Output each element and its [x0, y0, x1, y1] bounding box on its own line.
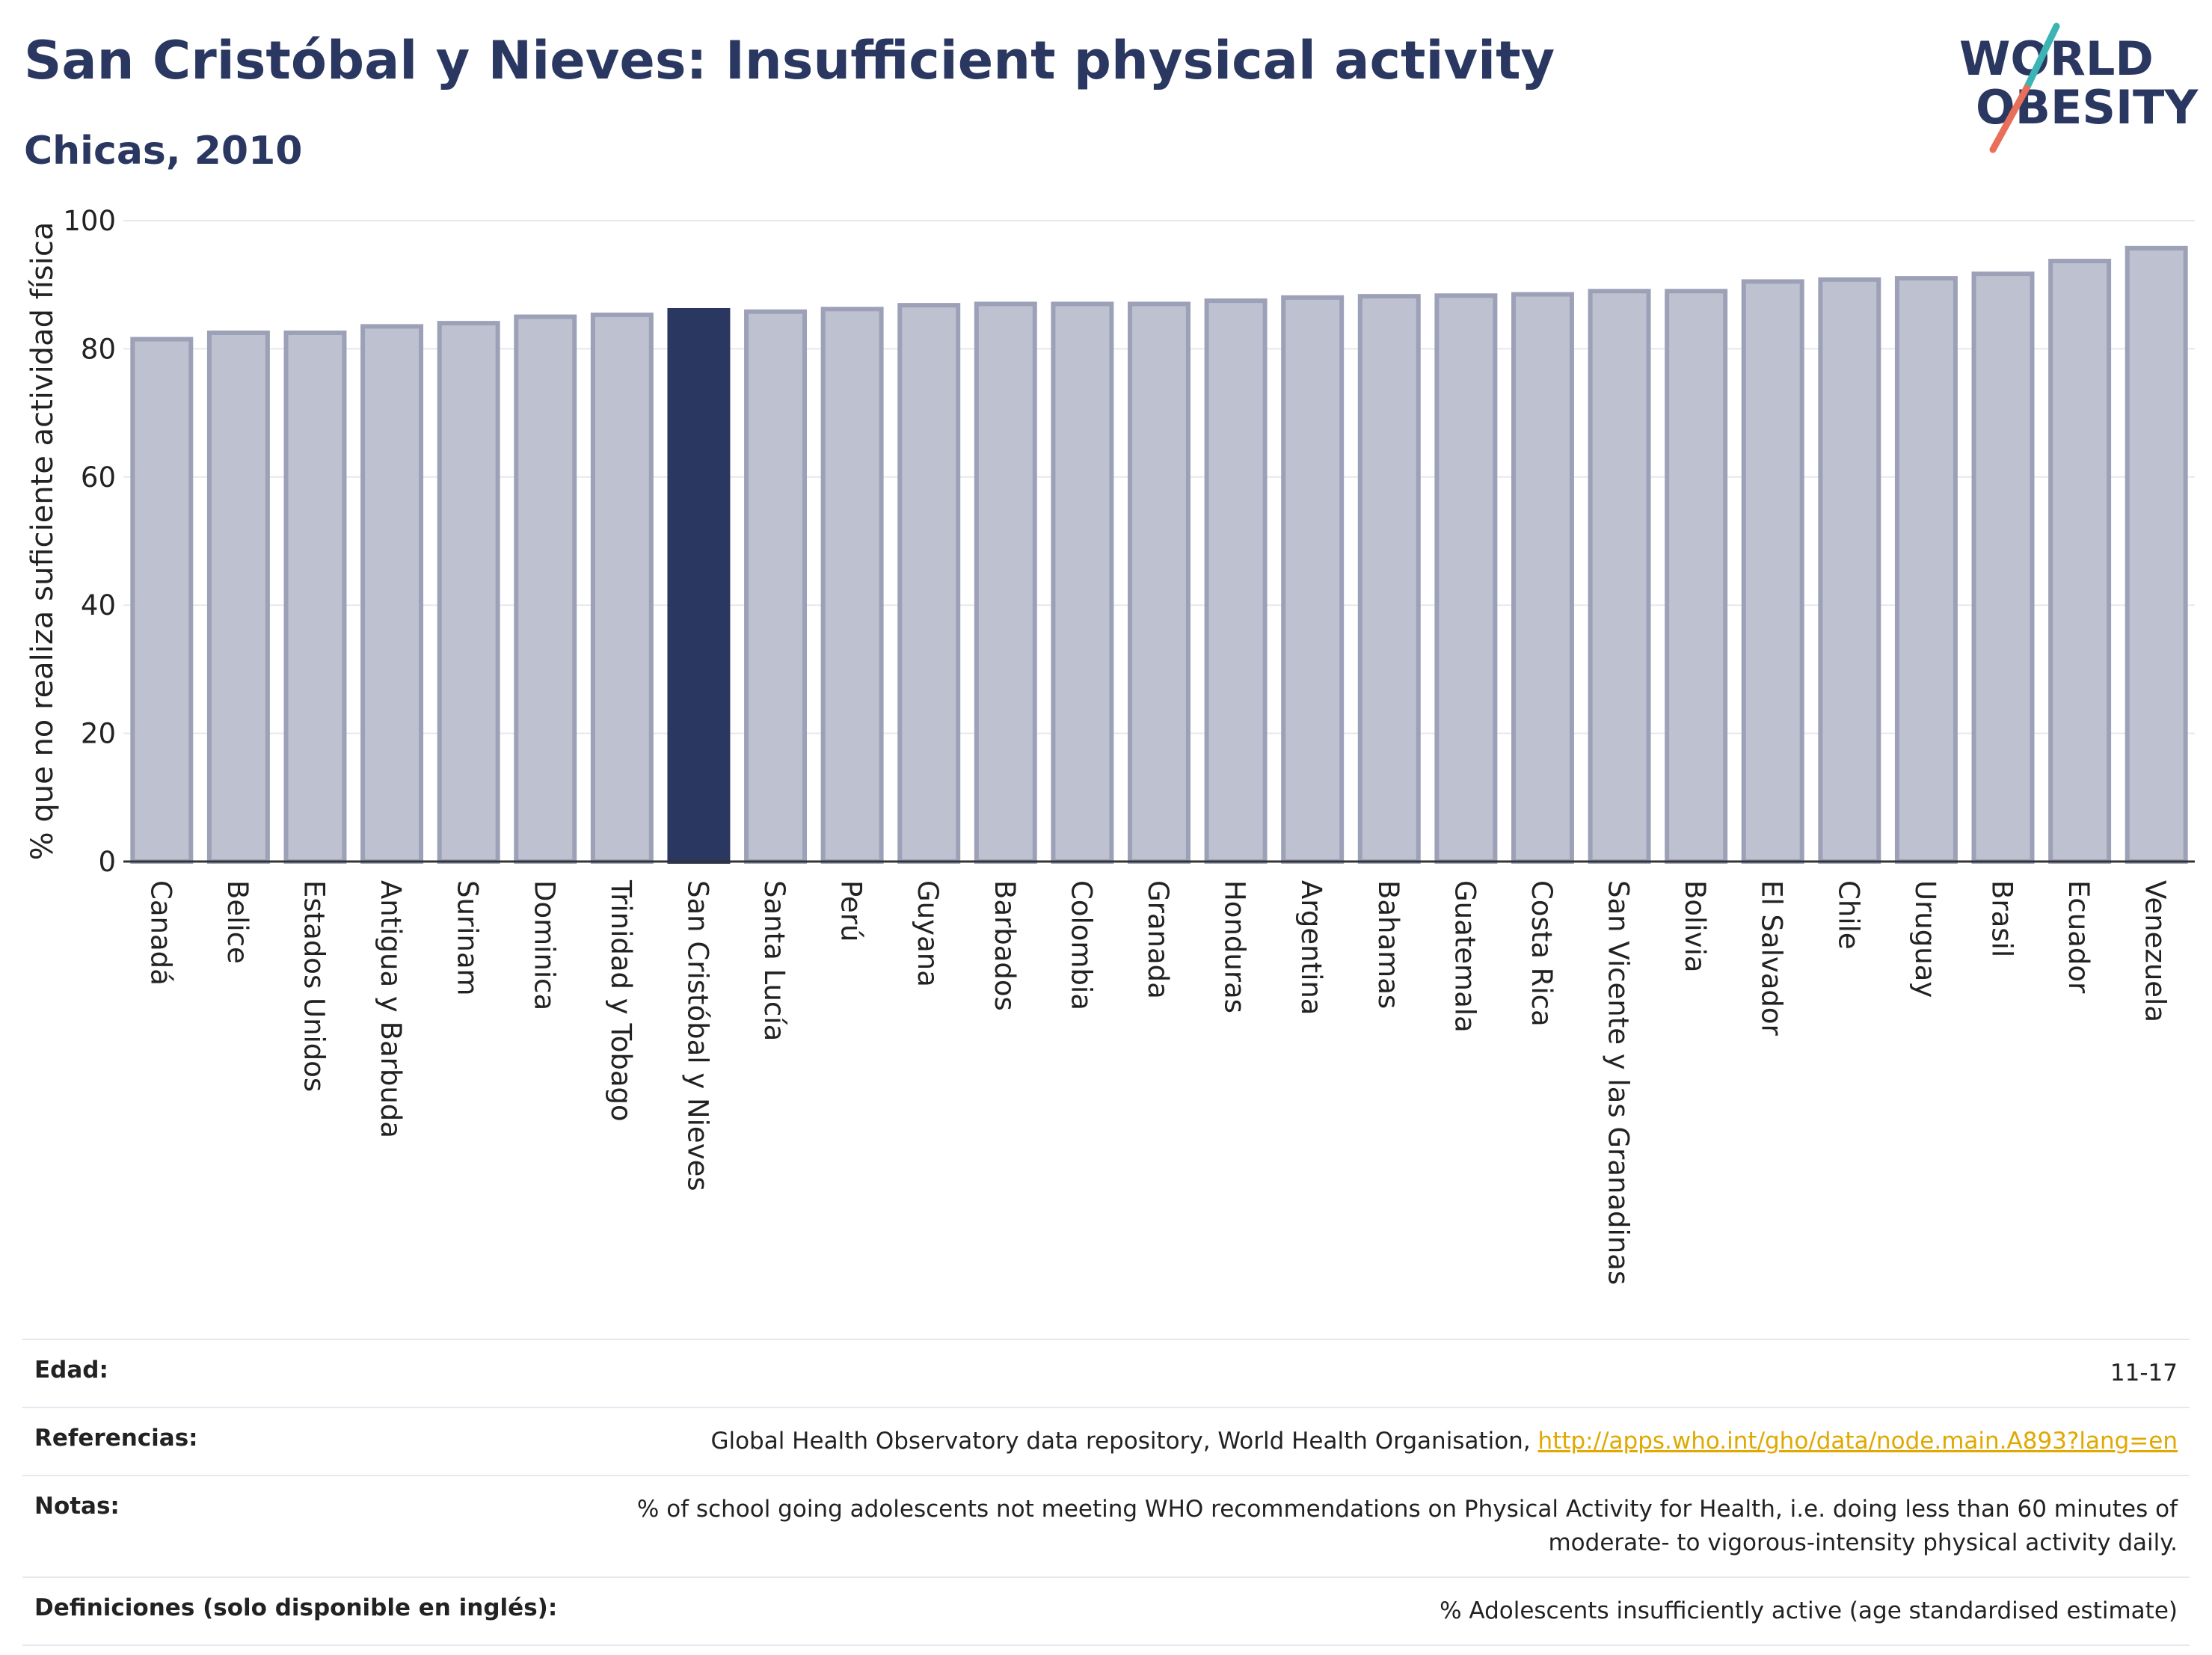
x-tick-label: Honduras	[1219, 880, 1251, 1013]
x-tick-label: Guyana	[912, 880, 944, 987]
y-tick-label: 60	[81, 461, 116, 494]
y-tick-label: 20	[81, 718, 116, 750]
bar-18	[1511, 292, 1574, 864]
notes-value: % of school going adolescents not meetin…	[570, 1474, 2190, 1578]
x-tick-label: Canadá	[144, 880, 176, 986]
bar-7	[667, 307, 731, 865]
x-tick-label: El Salvador	[1756, 880, 1788, 1037]
bar-6	[590, 312, 654, 864]
x-tick-label: Perú	[835, 880, 867, 942]
x-tick-label: Brasil	[1986, 880, 2018, 957]
x-tick-label: Venezuela	[2139, 880, 2172, 1022]
notes-label: Notas:	[22, 1474, 570, 1578]
bar-12	[1051, 301, 1114, 865]
y-tick-label: 40	[81, 589, 116, 621]
bar-13	[1128, 301, 1191, 865]
bar-11	[974, 301, 1037, 865]
x-tick-label: Surinam	[452, 880, 484, 996]
bar-26	[2125, 245, 2188, 864]
references-value: Global Health Observatory data repositor…	[570, 1406, 2190, 1476]
definitions-value: % Adolescents insufficiently active (age…	[570, 1576, 2190, 1646]
x-tick-label: Chile	[1832, 880, 1864, 950]
x-tick-label: San Vicente y las Granadinas	[1603, 880, 1635, 1285]
bar-14	[1204, 298, 1268, 864]
age-label: Edad:	[22, 1339, 570, 1408]
age-value: 11-17	[570, 1339, 2190, 1408]
x-tick-label: Santa Lucía	[758, 880, 790, 1041]
x-tick-label: Dominica	[528, 880, 560, 1010]
bar-chart: 0 20 40 60 80 100 Canadá Belice Estados Unidos A…	[25, 205, 2195, 1285]
x-tick-label: Argentina	[1295, 880, 1327, 1015]
x-tick-label: Costa Rica	[1526, 880, 1558, 1027]
references-label: Referencias:	[22, 1406, 570, 1476]
bar-21	[1741, 279, 1804, 865]
y-tick-label: 80	[81, 333, 116, 365]
bar-0	[130, 337, 194, 865]
y-tick-label: 100	[63, 205, 116, 237]
x-tick-label: San Cristóbal y Nieves	[681, 880, 713, 1191]
bar-24	[1971, 271, 2035, 865]
bar-19	[1588, 289, 1651, 864]
x-tick-label: Bahamas	[1372, 880, 1404, 1009]
references-text: Global Health Observatory data repositor…	[710, 1427, 1538, 1455]
bar-22	[1818, 277, 1881, 864]
x-tick-label: Guatemala	[1448, 880, 1481, 1033]
x-axis-labels: Canadá Belice Estados Unidos Antigua y Barb…	[144, 879, 2171, 1285]
bar-15	[1281, 295, 1345, 864]
bar-8	[744, 309, 808, 865]
bar-9	[820, 307, 884, 865]
bar-1	[206, 330, 270, 865]
x-tick-label: Uruguay	[1909, 880, 1941, 998]
x-tick-label: Ecuador	[2062, 880, 2095, 994]
bar-4	[437, 321, 500, 864]
references-link[interactable]: http://apps.who.int/gho/data/node.main.A…	[1537, 1427, 2178, 1455]
bar-20	[1665, 289, 1728, 864]
x-tick-label: Barbados	[989, 880, 1021, 1011]
y-axis-ticks: 0 20 40 60 80 100	[63, 205, 116, 878]
info-row-references: Referencias: Global Health Observatory d…	[22, 1406, 2190, 1476]
definitions-label: Definiciones (solo disponible en inglés)…	[22, 1576, 570, 1646]
bar-2	[283, 330, 347, 865]
page-subtitle: Chicas, 2010	[24, 129, 303, 174]
x-tick-label: Trinidad y Tobago	[605, 879, 637, 1122]
logo-slash-coral	[1989, 85, 2030, 153]
info-row-age: Edad: 11-17	[22, 1339, 2190, 1408]
bar-10	[897, 303, 961, 864]
bar-5	[514, 314, 577, 865]
bar-3	[360, 324, 424, 864]
x-tick-label: Bolivia	[1679, 880, 1711, 972]
info-table: Edad: 11-17 Referencias: Global Health O…	[22, 1339, 2190, 1646]
world-obesity-logo: WORLD OBESITY	[1959, 22, 2199, 153]
bar-23	[1894, 276, 1958, 864]
bar-17	[1434, 293, 1498, 865]
info-row-notes: Notas: % of school going adolescents not…	[22, 1474, 2190, 1578]
info-row-definitions: Definiciones (solo disponible en inglés)…	[22, 1576, 2190, 1646]
logo-slash-teal	[2023, 22, 2060, 92]
x-tick-label: Antigua y Barbuda	[375, 880, 407, 1138]
x-tick-label: Belice	[221, 880, 254, 964]
bar-25	[2048, 258, 2112, 864]
x-tick-label: Estados Unidos	[298, 880, 330, 1092]
bar-16	[1357, 294, 1421, 865]
y-tick-label: 0	[98, 846, 116, 878]
x-tick-label: Colombia	[1065, 880, 1097, 1010]
page-title: San Cristóbal y Nieves: Insufficient phy…	[24, 30, 1555, 91]
logo-text-world: WORLD	[1959, 31, 2154, 86]
x-tick-label: Granada	[1142, 880, 1174, 999]
y-axis-label: % que no realiza suficiente actividad fí…	[25, 222, 60, 861]
bars	[130, 245, 2188, 865]
